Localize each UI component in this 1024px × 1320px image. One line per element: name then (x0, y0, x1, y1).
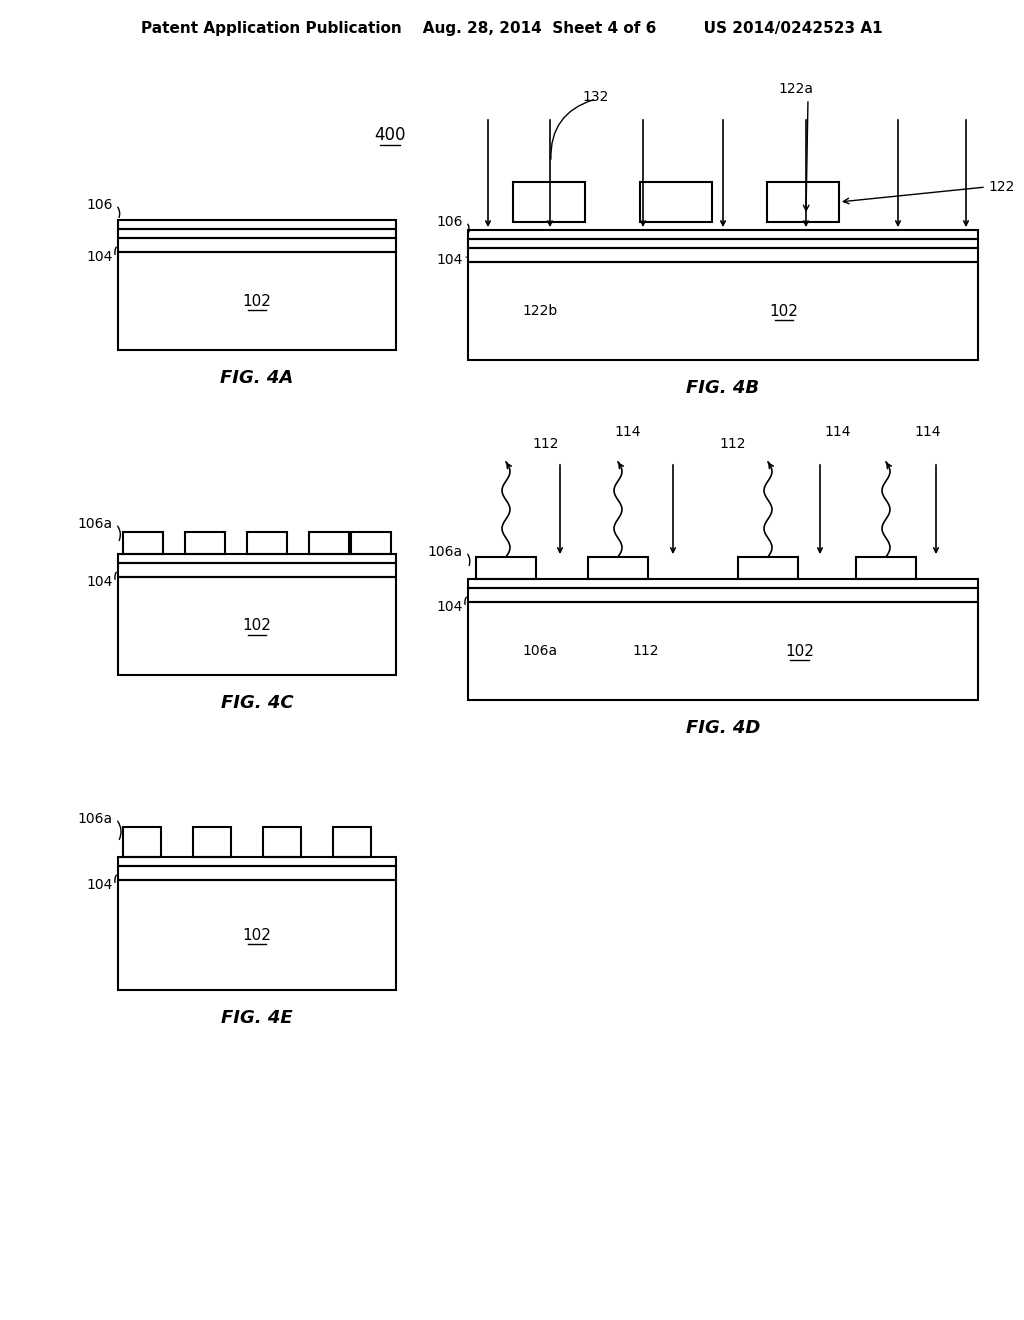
Text: 112: 112 (720, 437, 746, 451)
Bar (263, 828, 301, 857)
Bar (640, 182, 712, 222)
Text: 106a: 106a (428, 545, 463, 558)
Text: 102: 102 (785, 644, 814, 659)
Bar (118, 880, 396, 990)
Bar (468, 230, 978, 239)
Bar (738, 557, 798, 579)
Bar (118, 857, 396, 866)
Text: 106: 106 (436, 215, 463, 228)
Text: 106: 106 (86, 198, 113, 213)
Bar (476, 557, 536, 579)
Text: 102: 102 (770, 304, 799, 318)
Bar (767, 182, 839, 222)
Bar (118, 866, 396, 880)
Bar (118, 252, 396, 350)
Text: 102: 102 (243, 293, 271, 309)
Text: 400: 400 (374, 125, 406, 144)
Bar (468, 602, 978, 700)
Text: Patent Application Publication    Aug. 28, 2014  Sheet 4 of 6         US 2014/02: Patent Application Publication Aug. 28, … (141, 21, 883, 36)
Bar (856, 557, 916, 579)
Text: 114: 114 (614, 425, 641, 440)
Text: 112: 112 (633, 644, 659, 657)
Text: 112: 112 (532, 437, 559, 451)
Bar (118, 220, 396, 228)
Text: 104: 104 (87, 576, 113, 589)
Text: FIG. 4B: FIG. 4B (686, 379, 760, 397)
Text: 104: 104 (87, 249, 113, 264)
Bar (468, 239, 978, 248)
Bar (333, 828, 371, 857)
Text: 104: 104 (87, 878, 113, 892)
Bar (118, 564, 396, 577)
Bar (185, 532, 225, 554)
Text: 132: 132 (583, 90, 609, 104)
Bar (118, 228, 396, 238)
Text: FIG. 4A: FIG. 4A (220, 370, 294, 387)
Text: 114: 114 (824, 425, 851, 440)
Bar (193, 828, 231, 857)
Text: 104: 104 (436, 253, 463, 267)
Bar (468, 261, 978, 360)
Bar (118, 554, 396, 564)
Bar (309, 532, 349, 554)
Bar (247, 532, 287, 554)
Text: FIG. 4D: FIG. 4D (686, 719, 760, 737)
Bar (123, 828, 161, 857)
Text: 122a: 122a (778, 82, 813, 96)
Bar (118, 238, 396, 252)
Text: 114: 114 (914, 425, 941, 440)
Text: 122: 122 (988, 180, 1015, 194)
Bar (123, 532, 163, 554)
Text: FIG. 4E: FIG. 4E (221, 1008, 293, 1027)
Text: 106a: 106a (78, 812, 113, 826)
Text: 106a: 106a (522, 644, 557, 657)
Text: FIG. 4C: FIG. 4C (221, 694, 293, 711)
Bar (588, 557, 648, 579)
Text: 106a: 106a (78, 517, 113, 531)
Bar (468, 587, 978, 602)
Bar (468, 579, 978, 587)
Bar (468, 248, 978, 261)
Text: 122b: 122b (522, 304, 558, 318)
Bar (513, 182, 585, 222)
Bar (118, 577, 396, 675)
Text: 102: 102 (243, 928, 271, 942)
Text: 104: 104 (436, 601, 463, 614)
Bar (351, 532, 391, 554)
Text: 102: 102 (243, 619, 271, 634)
